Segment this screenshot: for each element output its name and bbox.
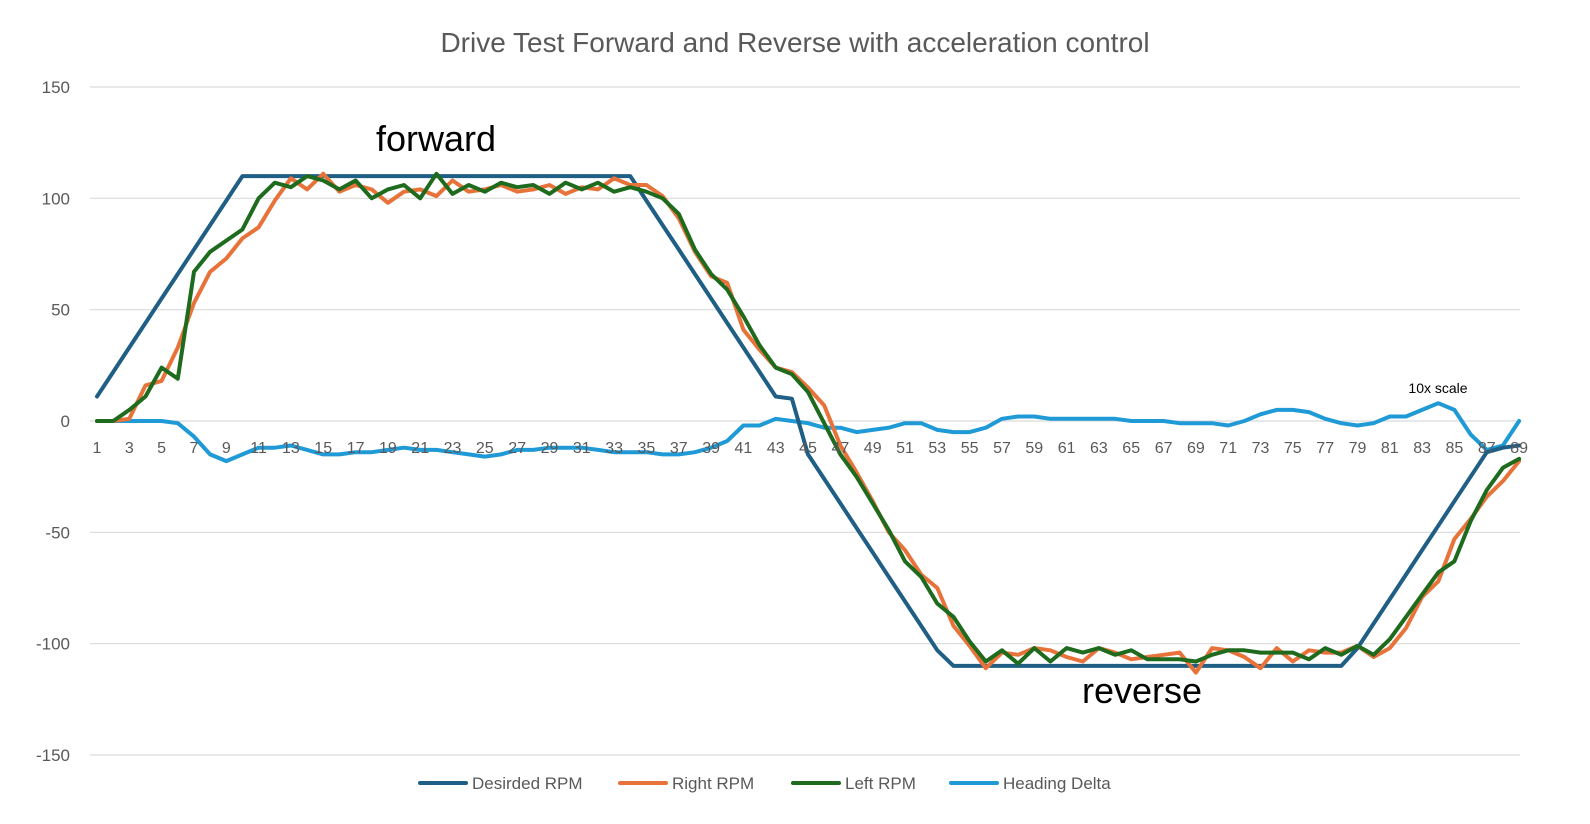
- legend: Desirded RPM Right RPM Left RPM Heading Del…: [418, 774, 1111, 793]
- x-tick-label: 51: [896, 440, 914, 457]
- y-tick-label: 0: [61, 412, 70, 431]
- x-tick-label: 1: [93, 440, 102, 457]
- x-axis-ticks: 1 3 5 7 9 11 13 15 17 19 21 23 25 27 29 31 33 35 37 39 41 43 4…: [93, 440, 1529, 457]
- x-tick-label: 13: [282, 440, 300, 457]
- x-tick-label: 5: [157, 440, 166, 457]
- x-tick-label: 33: [605, 440, 623, 457]
- x-tick-label: 23: [444, 440, 462, 457]
- x-tick-label: 37: [670, 440, 688, 457]
- x-tick-label: 35: [638, 440, 656, 457]
- x-tick-label: 85: [1446, 440, 1464, 457]
- x-tick-label: 59: [1025, 440, 1043, 457]
- x-tick-label: 81: [1381, 440, 1399, 457]
- x-tick-label: 69: [1187, 440, 1205, 457]
- x-tick-label: 3: [125, 440, 134, 457]
- x-tick-label: 55: [961, 440, 979, 457]
- x-tick-label: 21: [411, 440, 429, 457]
- x-tick-label: 49: [864, 440, 882, 457]
- y-tick-label: -150: [36, 746, 70, 765]
- y-axis-ticks: 150 100 50 0 -50 -100 -150: [36, 78, 70, 765]
- legend-label: Heading Delta: [1003, 774, 1111, 793]
- x-tick-label: 9: [222, 440, 231, 457]
- x-tick-label: 27: [508, 440, 526, 457]
- x-tick-label: 87: [1478, 440, 1496, 457]
- x-tick-label: 79: [1349, 440, 1367, 457]
- legend-label: Right RPM: [672, 774, 754, 793]
- x-tick-label: 77: [1316, 440, 1334, 457]
- x-tick-label: 45: [799, 440, 817, 457]
- y-tick-label: -50: [45, 523, 70, 542]
- x-tick-label: 57: [993, 440, 1011, 457]
- x-tick-label: 15: [314, 440, 332, 457]
- y-tick-label: 50: [51, 301, 70, 320]
- x-tick-label: 75: [1284, 440, 1302, 457]
- x-tick-label: 63: [1090, 440, 1108, 457]
- series-lines: [95, 171, 1522, 675]
- y-tick-label: -100: [36, 635, 70, 654]
- y-tick-label: 100: [42, 189, 70, 208]
- series-line-heading-delta: [95, 401, 1522, 464]
- legend-label: Left RPM: [845, 774, 916, 793]
- y-tick-label: 150: [42, 78, 70, 97]
- x-tick-label: 73: [1252, 440, 1270, 457]
- legend-label: Desirded RPM: [472, 774, 583, 793]
- x-tick-label: 7: [190, 440, 199, 457]
- series-line-desirded-rpm: [95, 174, 1522, 668]
- x-tick-label: 39: [702, 440, 720, 457]
- x-tick-label: 17: [347, 440, 365, 457]
- x-tick-label: 25: [476, 440, 494, 457]
- gridlines: [90, 86, 1520, 756]
- x-tick-label: 67: [1155, 440, 1173, 457]
- x-tick-label: 53: [928, 440, 946, 457]
- chart-title: Drive Test Forward and Reverse with acce…: [440, 27, 1149, 58]
- x-tick-label: 29: [541, 440, 559, 457]
- x-tick-label: 47: [832, 440, 850, 457]
- x-tick-label: 89: [1510, 440, 1528, 457]
- annotation-reverse: reverse: [1082, 670, 1202, 711]
- x-tick-label: 11: [250, 440, 267, 457]
- series-line-left-rpm: [95, 171, 1522, 666]
- x-tick-label: 83: [1413, 440, 1431, 457]
- x-tick-label: 61: [1058, 440, 1076, 457]
- annotation-forward: forward: [376, 118, 496, 159]
- x-tick-label: 31: [573, 440, 591, 457]
- x-tick-label: 19: [379, 440, 397, 457]
- x-tick-label: 71: [1219, 440, 1237, 457]
- x-tick-label: 41: [735, 440, 753, 457]
- x-tick-label: 43: [767, 440, 785, 457]
- x-tick-label: 65: [1122, 440, 1140, 457]
- annotation-10x-scale: 10x scale: [1408, 380, 1467, 396]
